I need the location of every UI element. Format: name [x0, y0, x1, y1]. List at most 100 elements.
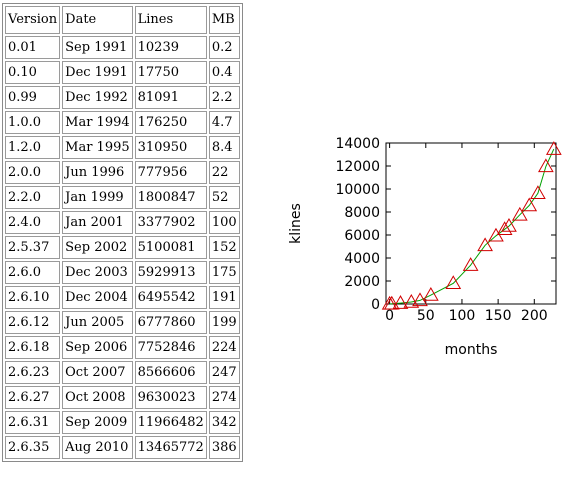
x-tick-label: 50 [417, 308, 435, 324]
table-row: 2.6.10 Dec 2004 6495542 191 [5, 286, 240, 309]
cell-date: Jun 1996 [62, 161, 133, 184]
cell-lines: 3377902 [135, 211, 207, 234]
cell-version: 2.6.31 [5, 411, 60, 434]
cell-version: 2.6.35 [5, 436, 60, 459]
cell-date: Oct 2008 [62, 386, 133, 409]
cell-lines: 17750 [135, 61, 207, 84]
cell-lines: 13465772 [135, 436, 207, 459]
cell-date: Sep 2009 [62, 411, 133, 434]
cell-mb: 2.2 [209, 86, 240, 109]
cell-lines: 310950 [135, 136, 207, 159]
column-header-version: Version [5, 6, 60, 34]
cell-version: 2.6.12 [5, 311, 60, 334]
cell-lines: 7752846 [135, 336, 207, 359]
cell-version: 0.01 [5, 36, 60, 59]
cell-version: 2.5.37 [5, 236, 60, 259]
cell-version: 2.6.0 [5, 261, 60, 284]
y-tick-label: 10000 [335, 182, 380, 198]
table-row: 2.6.0 Dec 2003 5929913 175 [5, 261, 240, 284]
cell-date: Jan 2001 [62, 211, 133, 234]
cell-version: 2.2.0 [5, 186, 60, 209]
cell-mb: 52 [209, 186, 240, 209]
y-tick-label: 12000 [335, 159, 380, 175]
cell-version: 2.6.18 [5, 336, 60, 359]
cell-date: Dec 1991 [62, 61, 133, 84]
cell-date: Jan 1999 [62, 186, 133, 209]
cell-date: Mar 1994 [62, 111, 133, 134]
cell-version: 2.6.27 [5, 386, 60, 409]
fit-curve [390, 149, 554, 304]
cell-version: 2.0.0 [5, 161, 60, 184]
data-point [547, 142, 561, 154]
cell-mb: 224 [209, 336, 240, 359]
cell-version: 0.10 [5, 61, 60, 84]
y-axis-label: klines [288, 203, 304, 244]
cell-mb: 191 [209, 286, 240, 309]
cell-version: 2.6.23 [5, 361, 60, 384]
column-header-mb: MB [209, 6, 240, 34]
cell-lines: 1800847 [135, 186, 207, 209]
table-row: 2.6.12 Jun 2005 6777860 199 [5, 311, 240, 334]
cell-lines: 6495542 [135, 286, 207, 309]
table-row: 0.99 Dec 1992 81091 2.2 [5, 86, 240, 109]
cell-mb: 386 [209, 436, 240, 459]
cell-lines: 777956 [135, 161, 207, 184]
cell-lines: 81091 [135, 86, 207, 109]
x-tick-label: 0 [385, 308, 394, 324]
cell-mb: 0.2 [209, 36, 240, 59]
y-tick-label: 14000 [335, 136, 380, 152]
klines-chart: 0 50 100 150 2000200040006000800010000120001… [280, 125, 570, 365]
version-table: Version Date Lines MB 0.01 Sep 1991 10239 0… [2, 3, 243, 462]
cell-lines: 176250 [135, 111, 207, 134]
column-header-lines: Lines [135, 6, 207, 34]
table-row: 2.6.35 Aug 2010 13465772 386 [5, 436, 240, 459]
cell-mb: 8.4 [209, 136, 240, 159]
cell-lines: 6777860 [135, 311, 207, 334]
table-row: 2.6.27 Oct 2008 9630023 274 [5, 386, 240, 409]
cell-mb: 199 [209, 311, 240, 334]
cell-date: Sep 1991 [62, 36, 133, 59]
x-tick-label: 200 [521, 308, 548, 324]
column-header-date: Date [62, 6, 133, 34]
cell-lines: 11966482 [135, 411, 207, 434]
data-points [383, 142, 561, 309]
cell-date: Dec 2003 [62, 261, 133, 284]
x-tick-label: 150 [485, 308, 512, 324]
cell-version: 0.99 [5, 86, 60, 109]
fit-line [390, 149, 554, 304]
y-tick-label: 8000 [344, 205, 380, 221]
x-axis-label: months [445, 342, 498, 358]
cell-mb: 22 [209, 161, 240, 184]
cell-mb: 100 [209, 211, 240, 234]
data-point [424, 288, 438, 300]
table-row: 2.4.0 Jan 2001 3377902 100 [5, 211, 240, 234]
table-row: 0.01 Sep 1991 10239 0.2 [5, 36, 240, 59]
cell-mb: 274 [209, 386, 240, 409]
cell-mb: 0.4 [209, 61, 240, 84]
chart-axes: 0 50 100 150 2000200040006000800010000120001… [335, 136, 556, 324]
plot-frame [386, 143, 556, 304]
table-row: 0.10 Dec 1991 17750 0.4 [5, 61, 240, 84]
cell-date: Dec 2004 [62, 286, 133, 309]
cell-lines: 5929913 [135, 261, 207, 284]
cell-date: Aug 2010 [62, 436, 133, 459]
table-row: 2.6.31 Sep 2009 11966482 342 [5, 411, 240, 434]
cell-mb: 4.7 [209, 111, 240, 134]
y-tick-label: 4000 [344, 251, 380, 267]
cell-lines: 10239 [135, 36, 207, 59]
cell-date: Oct 2007 [62, 361, 133, 384]
x-tick-label: 100 [449, 308, 476, 324]
table-row: 1.2.0 Mar 1995 310950 8.4 [5, 136, 240, 159]
table-header-row: Version Date Lines MB [5, 6, 240, 34]
table-row: 2.6.18 Sep 2006 7752846 224 [5, 336, 240, 359]
cell-version: 1.0.0 [5, 111, 60, 134]
cell-date: Mar 1995 [62, 136, 133, 159]
cell-mb: 175 [209, 261, 240, 284]
cell-date: Dec 1992 [62, 86, 133, 109]
cell-mb: 247 [209, 361, 240, 384]
table-row: 2.5.37 Sep 2002 5100081 152 [5, 236, 240, 259]
data-point [464, 258, 478, 270]
cell-date: Sep 2006 [62, 336, 133, 359]
table-row: 2.0.0 Jun 1996 777956 22 [5, 161, 240, 184]
cell-lines: 8566606 [135, 361, 207, 384]
